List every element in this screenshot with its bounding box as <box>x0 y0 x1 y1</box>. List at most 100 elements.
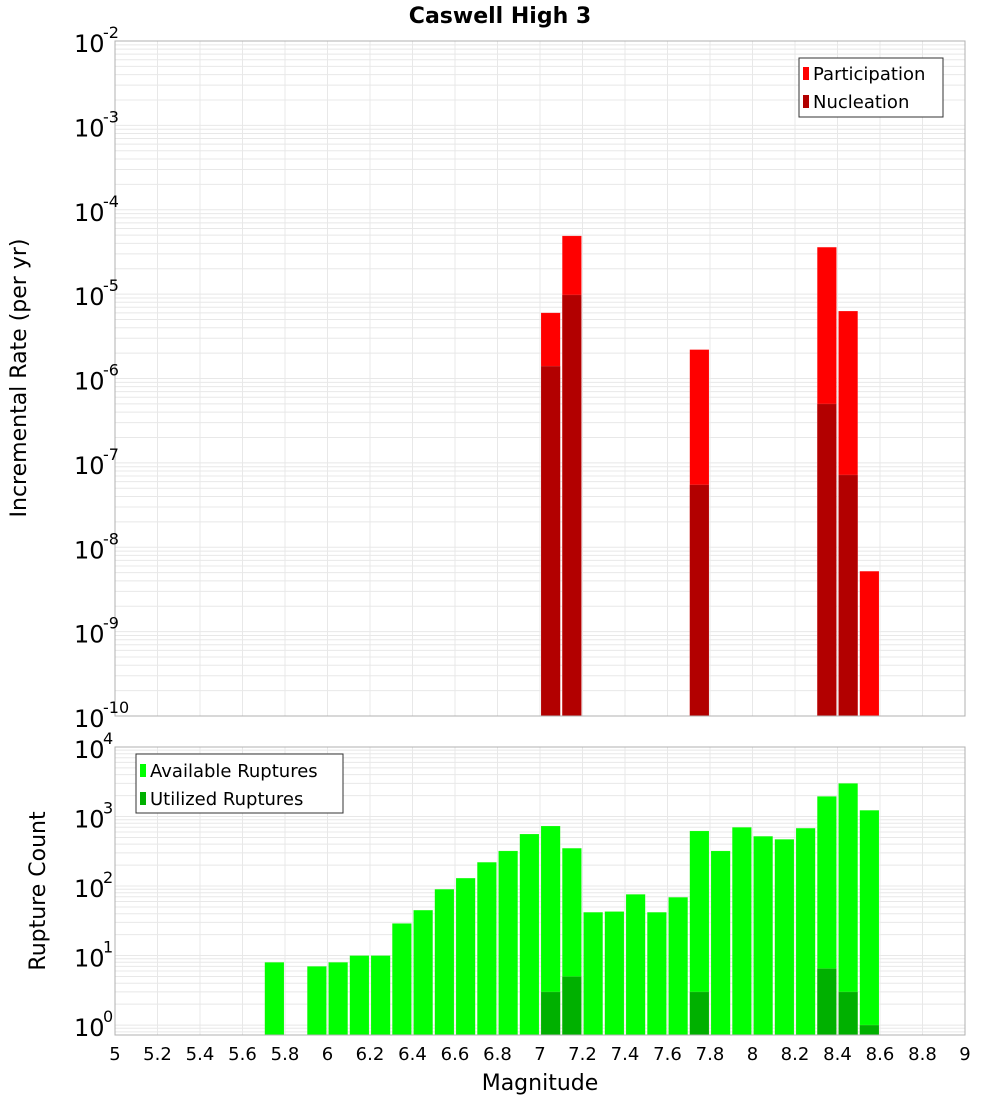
x-tick-label: 5.8 <box>271 1044 300 1065</box>
x-tick-label: 5 <box>109 1044 120 1065</box>
bar-7-65 <box>668 896 688 1036</box>
svg-text:10: 10 <box>74 114 105 142</box>
x-tick-label: 6.6 <box>441 1044 470 1065</box>
legend-box <box>135 753 344 814</box>
bar-8-55 <box>859 810 880 1036</box>
bar-inner-7-15 <box>562 294 582 717</box>
x-tick-label: 8.6 <box>866 1044 895 1065</box>
svg-text:-3: -3 <box>103 107 119 126</box>
svg-text:10: 10 <box>74 875 105 903</box>
svg-text:-6: -6 <box>103 361 119 380</box>
bar-6-15 <box>349 955 370 1036</box>
x-tick-label: 8.4 <box>823 1044 852 1065</box>
svg-text:-4: -4 <box>103 192 119 211</box>
legend-utilized: Utilized Ruptures <box>150 789 303 810</box>
x-tick-label: 7.6 <box>653 1044 682 1065</box>
bar-7-35 <box>604 911 625 1036</box>
svg-text:10: 10 <box>74 199 105 227</box>
x-tick-label: 8 <box>747 1044 758 1065</box>
bar-7-95 <box>732 827 752 1036</box>
count-plot-legend: Available Ruptures Utilized Ruptures <box>135 753 344 814</box>
bar-inner-7-05 <box>540 991 561 1036</box>
svg-text:10: 10 <box>74 368 105 396</box>
y-tick-label: 10-6 <box>74 361 119 396</box>
svg-text:2: 2 <box>103 868 113 887</box>
bar-5-75 <box>264 962 285 1036</box>
nucleation-swatch-icon <box>803 95 809 108</box>
svg-text:10: 10 <box>74 736 105 764</box>
x-tick-label: 7.8 <box>696 1044 725 1065</box>
svg-text:1: 1 <box>103 938 113 957</box>
count-plot-y-label: Rupture Count <box>26 811 51 971</box>
svg-text:10: 10 <box>74 705 105 733</box>
rate-plot-y-label: Incremental Rate (per yr) <box>7 239 32 518</box>
bar-8-25 <box>795 827 816 1036</box>
x-tick-label: 7 <box>534 1044 545 1065</box>
x-tick-label: 6.2 <box>356 1044 385 1065</box>
x-tick-label: 6.4 <box>398 1044 427 1065</box>
svg-text:-10: -10 <box>103 698 129 717</box>
x-tick-label: 7.2 <box>568 1044 597 1065</box>
svg-text:4: 4 <box>103 729 113 748</box>
rate-plot-frame <box>114 40 966 717</box>
y-tick-label: 10-7 <box>74 445 119 480</box>
svg-text:10: 10 <box>74 283 105 311</box>
svg-text:10: 10 <box>74 621 105 649</box>
x-tick-label: 8.8 <box>908 1044 937 1065</box>
svg-text:3: 3 <box>103 799 113 818</box>
x-tick-label: 5.4 <box>186 1044 215 1065</box>
y-tick-label: 104 <box>74 729 113 764</box>
chart-title: Caswell High 3 <box>409 4 591 29</box>
bar-7-25 <box>583 911 603 1036</box>
bar-inner-8-35 <box>817 403 837 717</box>
bar-6-55 <box>434 888 455 1036</box>
utilized-swatch-icon <box>140 792 146 805</box>
svg-text:-7: -7 <box>103 445 119 464</box>
x-tick-label: 8.2 <box>781 1044 810 1065</box>
legend-participation: Participation <box>813 64 925 85</box>
bar-5-95 <box>307 966 327 1036</box>
available-swatch-icon <box>140 764 146 777</box>
bar-inner-7-05 <box>540 365 561 717</box>
bar-7-55 <box>647 911 667 1036</box>
y-tick-label: 10-9 <box>74 614 119 649</box>
y-tick-label: 10-2 <box>74 23 119 58</box>
svg-text:10: 10 <box>74 30 105 58</box>
bar-6-05 <box>328 962 348 1036</box>
bar-inner-8-55 <box>859 1024 880 1036</box>
bar-6-25 <box>370 955 391 1036</box>
bar-7-85 <box>710 850 731 1036</box>
svg-text:0: 0 <box>103 1007 113 1026</box>
rate-plot-grid <box>114 40 966 717</box>
x-tick-label: 7.4 <box>611 1044 640 1065</box>
y-tick-label: 100 <box>74 1007 113 1042</box>
bar-inner-8-35 <box>817 968 837 1036</box>
y-tick-label: 101 <box>74 938 113 973</box>
y-tick-label: 10-5 <box>74 276 119 311</box>
bar-inner-7-15 <box>562 976 582 1036</box>
bar-7-45 <box>625 894 646 1036</box>
bar-8-15 <box>774 839 795 1036</box>
y-tick-label: 102 <box>74 868 113 903</box>
svg-text:10: 10 <box>74 945 105 973</box>
participation-swatch-icon <box>803 67 809 80</box>
x-tick-label: 6.8 <box>483 1044 512 1065</box>
rate-plot-bars <box>540 235 880 717</box>
x-tick-label: 5.6 <box>228 1044 257 1065</box>
x-axis-label: Magnitude <box>482 1071 599 1096</box>
count-plot-frame <box>114 746 966 1036</box>
y-tick-label: 10-10 <box>74 698 129 733</box>
rate-plot-legend: Participation Nucleation <box>798 57 944 118</box>
bar-8-05 <box>753 836 773 1036</box>
bar-6-65 <box>455 877 476 1036</box>
x-axis-ticks: 5 5.2 5.4 5.6 5.8 6 6.2 6.4 6.6 6.8 7 7.2 7.4 7.6 7.8 8… <box>109 1044 970 1065</box>
legend-nucleation: Nucleation <box>813 92 909 113</box>
svg-text:-2: -2 <box>103 23 119 42</box>
bar-inner-8-45 <box>838 474 858 717</box>
svg-text:10: 10 <box>74 536 105 564</box>
